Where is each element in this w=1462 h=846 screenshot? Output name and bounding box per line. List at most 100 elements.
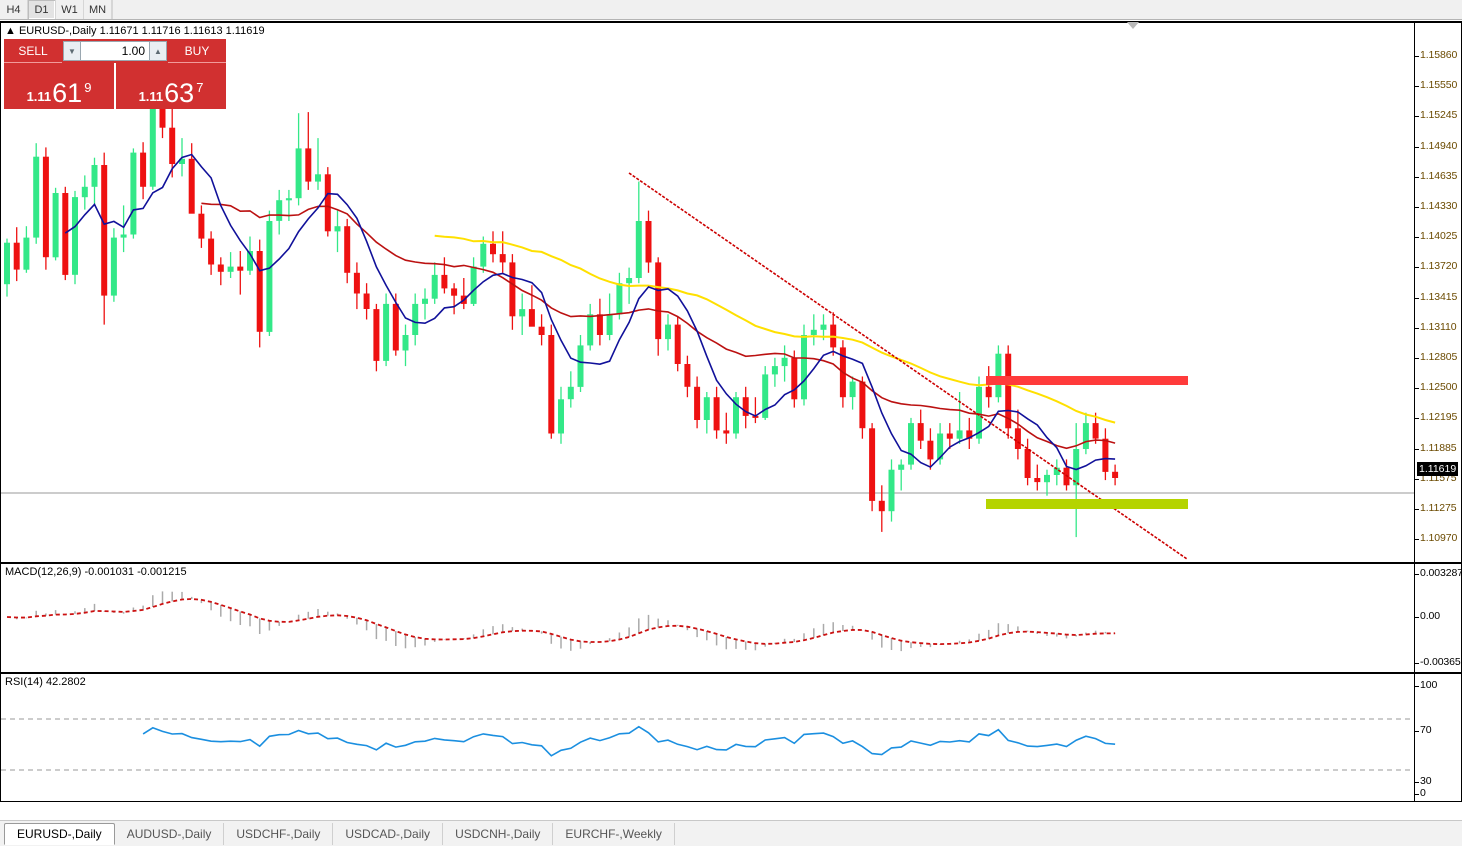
volume-input[interactable]: 1.00	[81, 41, 149, 61]
quote-panel-bottom-row: 1.11 61 9 1.11 63 7	[4, 63, 226, 109]
price-tick: 1.13720	[1415, 260, 1462, 272]
price-tick-label: 1.14635	[1420, 169, 1458, 182]
price-tick: 1.12500	[1415, 381, 1462, 393]
price-tick: 1.13415	[1415, 291, 1462, 303]
price-tick-label: 1.14940	[1420, 139, 1458, 152]
resistance-zone	[986, 376, 1188, 385]
one-click-trading-panel[interactable]: SELL ▼ 1.00 ▲ BUY 1.11 61 9 1.11 63 7	[4, 39, 226, 109]
rsi-line	[142, 725, 1116, 757]
quote-panel-top-row: SELL ▼ 1.00 ▲ BUY	[4, 39, 226, 63]
macd-tick: 0.003287	[1415, 567, 1462, 579]
ask-price[interactable]: 1.11 63 7	[116, 63, 226, 109]
price-chart-svg	[1, 55, 1414, 560]
macd-tick: -0.003659	[1415, 656, 1462, 668]
toolbar-empty-area	[112, 0, 1462, 19]
timeframe-button-mn[interactable]: MN	[84, 0, 112, 19]
rsi-tick-label: 30	[1420, 775, 1432, 787]
timeframe-button-w1[interactable]: W1	[56, 0, 84, 19]
price-tick-label: 1.14330	[1420, 200, 1458, 212]
symbol-tab-0[interactable]: EURUSD-,Daily	[4, 822, 115, 845]
rsi-pane[interactable]: RSI(14) 42.2802	[0, 673, 1415, 802]
price-chart-pane[interactable]: ▲ EURUSD-,Daily 1.11671 1.11716 1.11613 …	[0, 22, 1415, 563]
price-tick-label: 1.12500	[1420, 381, 1458, 394]
symbol-tab-4[interactable]: USDCNH-,Daily	[443, 822, 554, 845]
volume-increment-icon[interactable]: ▲	[149, 41, 167, 61]
bid-price-prefix: 1.11	[26, 89, 52, 104]
ma-fast-line	[64, 153, 1116, 471]
price-tick: 1.11885	[1415, 442, 1462, 454]
symbol-tab-2[interactable]: USDCHF-,Daily	[224, 822, 334, 845]
price-tick: 1.14940	[1415, 140, 1462, 152]
price-tick: 1.14330	[1415, 200, 1462, 212]
price-pane-label: ▲ EURUSD-,Daily 1.11671 1.11716 1.11613 …	[5, 25, 265, 37]
macd-tick-label: 0.00	[1420, 610, 1441, 622]
rsi-chart-svg	[1, 718, 1414, 771]
rsi-tick-label: 70	[1420, 724, 1432, 736]
bid-price[interactable]: 1.11 61 9	[4, 63, 114, 109]
rsi-pane-label: RSI(14) 42.2802	[5, 676, 86, 688]
volume-control[interactable]: ▼ 1.00 ▲	[62, 39, 168, 63]
macd-scale: 0.003287 0.00 -0.003659	[1415, 563, 1462, 673]
ma-slow-line	[434, 234, 1116, 424]
macd-pane[interactable]: MACD(12,26,9) -0.001031 -0.001215	[0, 563, 1415, 673]
chart-frame: ▲ EURUSD-,Daily 1.11671 1.11716 1.11613 …	[0, 21, 1462, 840]
ask-price-main: 63	[164, 78, 195, 108]
symbol-tab-5[interactable]: EURCHF-,Weekly	[553, 822, 675, 845]
sell-button[interactable]: SELL	[4, 39, 62, 63]
ma-mid-line	[201, 202, 1116, 450]
price-tick-label: 1.12805	[1420, 351, 1458, 363]
rsi-tick: 30	[1415, 775, 1462, 787]
price-tick: 1.12195	[1415, 411, 1462, 423]
timeframe-button-d1[interactable]: D1	[28, 0, 56, 19]
rsi-scale: 100 70 30 0	[1415, 673, 1462, 802]
price-tick: 1.14025	[1415, 230, 1462, 242]
price-scale[interactable]: 1.15860 1.15550 1.15245 1.14940 1.14635 1.143…	[1415, 22, 1462, 563]
price-tick-label: 1.13720	[1420, 260, 1458, 273]
price-tick-label: 1.10970	[1420, 532, 1458, 545]
rsi-tick-label: 0	[1420, 787, 1426, 799]
price-tick: 1.10970	[1415, 532, 1462, 544]
price-tick-label: 1.13415	[1420, 290, 1458, 303]
price-tick-label: 1.15860	[1420, 49, 1458, 61]
macd-histogram	[15, 591, 1116, 652]
price-tick-label: 1.13110	[1420, 320, 1457, 333]
bid-price-fraction: 9	[84, 80, 92, 95]
price-tick: 1.12805	[1415, 351, 1462, 363]
current-price-badge: 1.11619	[1417, 462, 1459, 477]
price-tick-label: 1.14025	[1420, 230, 1458, 243]
rsi-tick-label: 100	[1420, 679, 1438, 691]
price-tick-label: 1.12195	[1420, 411, 1458, 424]
price-tick: 1.14635	[1415, 170, 1462, 182]
chart-scroll-marker-icon[interactable]	[1127, 22, 1139, 29]
price-tick-label: 1.11275	[1420, 502, 1457, 514]
candlestick-series	[4, 55, 1119, 538]
macd-chart-svg	[6, 591, 1116, 652]
macd-tick-label: 0.003287	[1420, 567, 1462, 579]
rsi-tick: 0	[1415, 787, 1462, 799]
price-tick: 1.13110	[1415, 321, 1462, 333]
macd-tick-label: -0.003659	[1420, 656, 1462, 668]
timeframe-toolbar: H4 D1 W1 MN	[0, 0, 1462, 20]
price-tick-label: 1.15550	[1420, 79, 1458, 92]
symbol-tab-1[interactable]: AUDUSD-,Daily	[115, 822, 225, 845]
rsi-tick: 100	[1415, 679, 1462, 691]
price-tick: 1.15550	[1415, 79, 1462, 91]
ask-price-prefix: 1.11	[138, 89, 164, 104]
support-zone	[986, 499, 1188, 509]
buy-button[interactable]: BUY	[168, 39, 226, 63]
price-tick-label: 1.11885	[1420, 441, 1457, 454]
price-tick: 1.15245	[1415, 109, 1462, 121]
price-tick: 1.11275	[1415, 502, 1462, 514]
macd-tick: 0.00	[1415, 610, 1462, 622]
price-tick: 1.11575	[1415, 472, 1462, 484]
ask-price-fraction: 7	[196, 80, 204, 95]
rsi-tick: 70	[1415, 724, 1462, 736]
macd-pane-label: MACD(12,26,9) -0.001031 -0.001215	[5, 566, 187, 578]
timeframe-button-h4[interactable]: H4	[0, 0, 28, 19]
trendline	[628, 172, 1188, 560]
price-tick: 1.15860	[1415, 49, 1462, 61]
symbol-tab-bar: EURUSD-,Daily AUDUSD-,Daily USDCHF-,Daily U…	[0, 820, 1462, 846]
bid-price-main: 61	[52, 78, 83, 108]
volume-decrement-icon[interactable]: ▼	[63, 41, 81, 61]
symbol-tab-3[interactable]: USDCAD-,Daily	[333, 822, 444, 845]
